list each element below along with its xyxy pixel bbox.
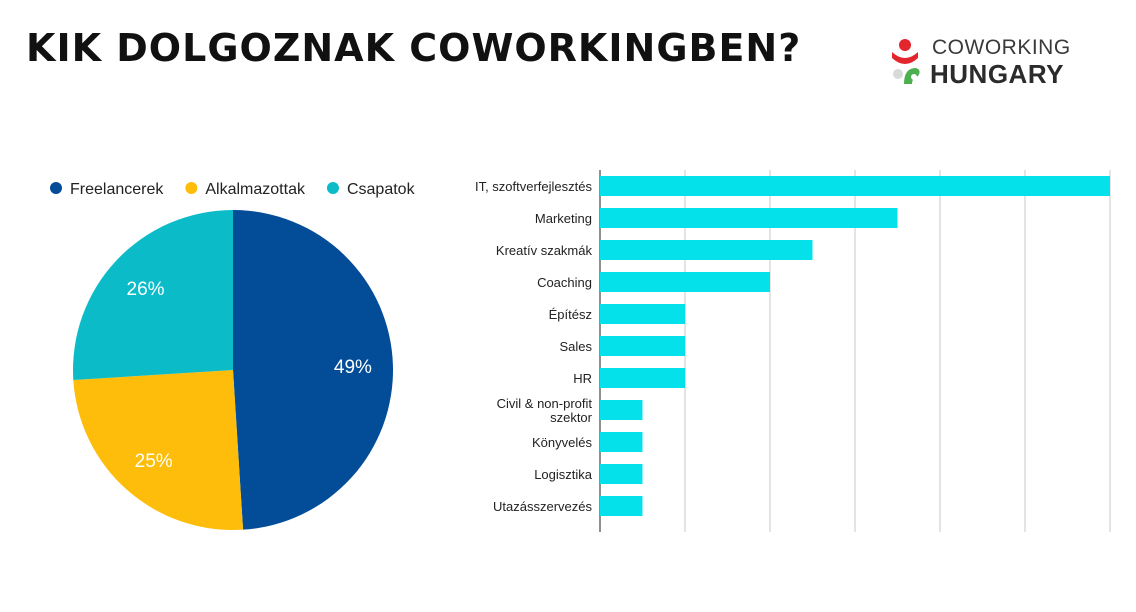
legend-item-csapatok: Csapatok — [326, 181, 416, 198]
bar-utazasszervezes — [600, 496, 643, 516]
bar-logisztika — [600, 464, 643, 484]
bar-it-szoftverfejlesztes — [600, 176, 1110, 196]
logo-text-bottom: HUNGARY — [930, 59, 1064, 89]
bar-konyveles — [600, 432, 643, 452]
legend-label: Freelancerek — [70, 181, 164, 198]
pie-data-label: 25% — [135, 451, 173, 472]
bar-category-label: Kreatív szakmák — [496, 243, 593, 258]
bar-epitesz — [600, 304, 685, 324]
pie-slice-alkalmazottak — [73, 370, 244, 530]
legend-item-alkalmazottak: Alkalmazottak — [185, 181, 306, 198]
bar-category-label: Építész — [549, 307, 592, 322]
bar-category-label: IT, szoftverfejlesztés — [475, 179, 593, 194]
bar-sales — [600, 336, 685, 356]
coworking-hungary-logo: COWORKING HUNGARY — [884, 34, 1084, 92]
pie-chart: Freelancerek Alkalmazottak Csapatok 49% 25% 2… — [50, 181, 416, 530]
bar-category-label: Logisztika — [534, 467, 593, 482]
bar-category-label: Civil & non-profit szektor — [497, 396, 593, 425]
bar-category-label: HR — [573, 371, 592, 386]
bar-kreativ-szakmak — [600, 240, 813, 260]
bar-marketing — [600, 208, 898, 228]
legend-item-freelancerek: Freelancerek — [50, 181, 164, 198]
bar-category-label: Coaching — [537, 275, 592, 290]
bar-hr — [600, 368, 685, 388]
bar-coaching — [600, 272, 770, 292]
page-title: KIK DOLGOZNAK COWORKINGBEN? — [26, 26, 802, 70]
bar-chart: IT, szoftverfejlesztés Marketing Kreatív s… — [475, 170, 1111, 532]
bar-category-label: Marketing — [535, 211, 592, 226]
logo-text-top: COWORKING — [932, 36, 1071, 59]
pie-slice-csapatok — [73, 210, 233, 381]
logo-mark-icon — [892, 39, 920, 84]
pie-data-label: 26% — [127, 279, 165, 300]
pie-data-label: 49% — [334, 357, 372, 378]
legend-label: Csapatok — [347, 181, 416, 198]
legend-marker — [50, 182, 62, 194]
pie-slice-freelancerek — [233, 210, 393, 530]
legend-marker — [185, 182, 198, 194]
bar-category-label: Könyvelés — [532, 435, 592, 450]
legend-marker — [326, 182, 339, 194]
bar-category-label: Sales — [559, 339, 592, 354]
bar-civil-non-profit-szektor — [600, 400, 643, 420]
bar-category-label: Utazásszervezés — [493, 499, 592, 514]
legend-label: Alkalmazottak — [205, 181, 306, 198]
